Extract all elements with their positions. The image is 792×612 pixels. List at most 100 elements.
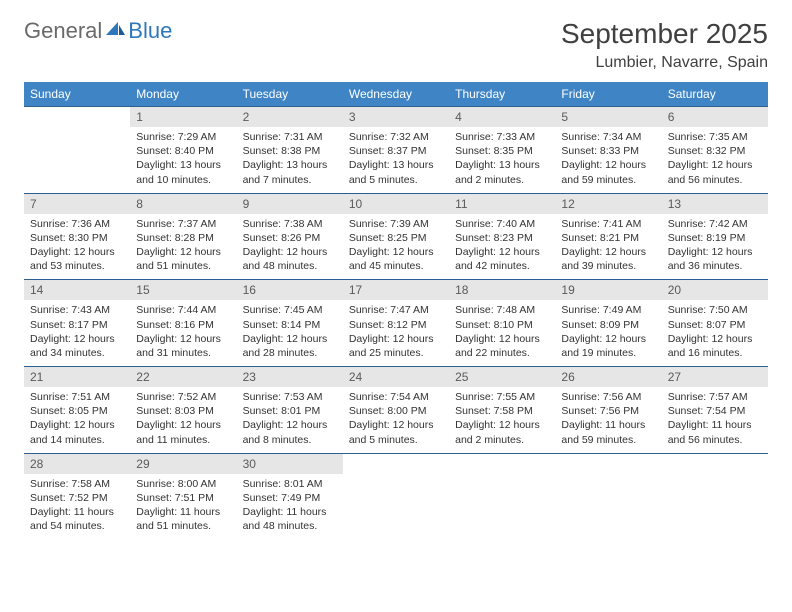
day-cell: 5Sunrise: 7:34 AMSunset: 8:33 PMDaylight… [555,107,661,194]
sunset-text: Sunset: 8:09 PM [561,318,655,332]
day-info: Sunrise: 7:32 AMSunset: 8:37 PMDaylight:… [343,127,449,193]
daylight-text: Daylight: 12 hours and 48 minutes. [243,245,337,273]
day-info: Sunrise: 8:00 AMSunset: 7:51 PMDaylight:… [130,474,236,540]
day-number: 16 [237,280,343,300]
sunset-text: Sunset: 8:33 PM [561,144,655,158]
day-number: 15 [130,280,236,300]
sunrise-text: Sunrise: 7:39 AM [349,217,443,231]
sunrise-text: Sunrise: 7:50 AM [668,303,762,317]
sunrise-text: Sunrise: 7:40 AM [455,217,549,231]
day-info: Sunrise: 7:41 AMSunset: 8:21 PMDaylight:… [555,214,661,280]
day-cell: 20Sunrise: 7:50 AMSunset: 8:07 PMDayligh… [662,280,768,367]
day-info: Sunrise: 7:50 AMSunset: 8:07 PMDaylight:… [662,300,768,366]
sunrise-text: Sunrise: 7:51 AM [30,390,124,404]
day-cell: 14Sunrise: 7:43 AMSunset: 8:17 PMDayligh… [24,280,130,367]
sunset-text: Sunset: 8:03 PM [136,404,230,418]
day-cell: 23Sunrise: 7:53 AMSunset: 8:01 PMDayligh… [237,367,343,454]
sunrise-text: Sunrise: 7:52 AM [136,390,230,404]
logo: General Blue [24,18,172,44]
daylight-text: Daylight: 11 hours and 59 minutes. [561,418,655,446]
sunrise-text: Sunrise: 8:00 AM [136,477,230,491]
day-number: 5 [555,107,661,127]
daylight-text: Daylight: 12 hours and 59 minutes. [561,158,655,186]
day-cell [24,107,130,194]
day-cell: 30Sunrise: 8:01 AMSunset: 7:49 PMDayligh… [237,453,343,539]
sunset-text: Sunset: 8:05 PM [30,404,124,418]
day-number: 4 [449,107,555,127]
day-info: Sunrise: 7:29 AMSunset: 8:40 PMDaylight:… [130,127,236,193]
daylight-text: Daylight: 11 hours and 48 minutes. [243,505,337,533]
sunset-text: Sunset: 8:00 PM [349,404,443,418]
sunset-text: Sunset: 8:01 PM [243,404,337,418]
day-info: Sunrise: 7:34 AMSunset: 8:33 PMDaylight:… [555,127,661,193]
sunrise-text: Sunrise: 7:57 AM [668,390,762,404]
sunset-text: Sunset: 8:12 PM [349,318,443,332]
sunset-text: Sunset: 8:30 PM [30,231,124,245]
day-number: 20 [662,280,768,300]
day-number: 29 [130,454,236,474]
day-cell: 1Sunrise: 7:29 AMSunset: 8:40 PMDaylight… [130,107,236,194]
sunrise-text: Sunrise: 7:41 AM [561,217,655,231]
sunrise-text: Sunrise: 7:37 AM [136,217,230,231]
day-number: 21 [24,367,130,387]
day-number: 7 [24,194,130,214]
sunrise-text: Sunrise: 7:49 AM [561,303,655,317]
day-info: Sunrise: 7:57 AMSunset: 7:54 PMDaylight:… [662,387,768,453]
day-cell: 8Sunrise: 7:37 AMSunset: 8:28 PMDaylight… [130,193,236,280]
sunrise-text: Sunrise: 7:43 AM [30,303,124,317]
daylight-text: Daylight: 12 hours and 22 minutes. [455,332,549,360]
day-cell: 27Sunrise: 7:57 AMSunset: 7:54 PMDayligh… [662,367,768,454]
daylight-text: Daylight: 12 hours and 14 minutes. [30,418,124,446]
day-info: Sunrise: 7:44 AMSunset: 8:16 PMDaylight:… [130,300,236,366]
sunrise-text: Sunrise: 7:33 AM [455,130,549,144]
day-info: Sunrise: 7:56 AMSunset: 7:56 PMDaylight:… [555,387,661,453]
day-number: 27 [662,367,768,387]
sunset-text: Sunset: 8:25 PM [349,231,443,245]
day-info: Sunrise: 7:40 AMSunset: 8:23 PMDaylight:… [449,214,555,280]
sunset-text: Sunset: 8:14 PM [243,318,337,332]
month-title: September 2025 [561,18,768,50]
week-row: 28Sunrise: 7:58 AMSunset: 7:52 PMDayligh… [24,453,768,539]
day-header: Monday [130,82,236,107]
header: General Blue September 2025 Lumbier, Nav… [24,18,768,72]
day-cell: 21 Sunrise: 7:51 AMSunset: 8:05 PMDayligh… [24,367,130,454]
day-info: Sunrise: 7:54 AMSunset: 8:00 PMDaylight:… [343,387,449,453]
sunrise-text: Sunrise: 7:54 AM [349,390,443,404]
day-info: Sunrise: 7:45 AMSunset: 8:14 PMDaylight:… [237,300,343,366]
day-number: 13 [662,194,768,214]
day-number: 19 [555,280,661,300]
day-number: 14 [24,280,130,300]
daylight-text: Daylight: 11 hours and 54 minutes. [30,505,124,533]
day-header: Tuesday [237,82,343,107]
day-cell: 28Sunrise: 7:58 AMSunset: 7:52 PMDayligh… [24,453,130,539]
title-block: September 2025 Lumbier, Navarre, Spain [561,18,768,72]
calendar-table: SundayMondayTuesdayWednesdayThursdayFrid… [24,82,768,539]
daylight-text: Daylight: 12 hours and 42 minutes. [455,245,549,273]
sunrise-text: Sunrise: 7:56 AM [561,390,655,404]
day-info: Sunrise: 7:39 AMSunset: 8:25 PMDaylight:… [343,214,449,280]
day-info: Sunrise: 7:42 AMSunset: 8:19 PMDaylight:… [662,214,768,280]
day-number: 10 [343,194,449,214]
week-row: 1Sunrise: 7:29 AMSunset: 8:40 PMDaylight… [24,107,768,194]
day-cell: 17Sunrise: 7:47 AMSunset: 8:12 PMDayligh… [343,280,449,367]
day-number: 2 [237,107,343,127]
day-cell [449,453,555,539]
daylight-text: Daylight: 12 hours and 34 minutes. [30,332,124,360]
sunrise-text: Sunrise: 7:53 AM [243,390,337,404]
location: Lumbier, Navarre, Spain [561,54,768,72]
sunrise-text: Sunrise: 7:42 AM [668,217,762,231]
daylight-text: Daylight: 12 hours and 31 minutes. [136,332,230,360]
day-info: Sunrise: 7:53 AMSunset: 8:01 PMDaylight:… [237,387,343,453]
sunrise-text: Sunrise: 7:36 AM [30,217,124,231]
day-header: Sunday [24,82,130,107]
sunset-text: Sunset: 8:40 PM [136,144,230,158]
day-cell: 10Sunrise: 7:39 AMSunset: 8:25 PMDayligh… [343,193,449,280]
day-number: 9 [237,194,343,214]
sunset-text: Sunset: 8:16 PM [136,318,230,332]
day-number: 8 [130,194,236,214]
sunset-text: Sunset: 7:52 PM [30,491,124,505]
daylight-text: Daylight: 12 hours and 25 minutes. [349,332,443,360]
day-number: 30 [237,454,343,474]
day-info: Sunrise: 7:48 AMSunset: 8:10 PMDaylight:… [449,300,555,366]
daylight-text: Daylight: 13 hours and 2 minutes. [455,158,549,186]
